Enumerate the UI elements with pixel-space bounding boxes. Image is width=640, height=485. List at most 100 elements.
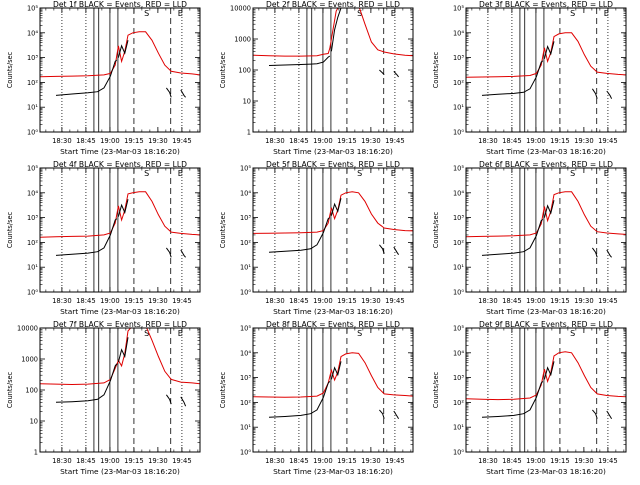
y-axis-label: Counts/sec: [432, 211, 440, 248]
y-tick-label: 1000: [21, 356, 38, 364]
marker-label: S: [144, 329, 149, 338]
series-black-segment: [268, 217, 331, 253]
y-tick-label: 10¹: [27, 264, 38, 272]
y-tick-label: 10⁰: [27, 129, 38, 137]
y-tick-label: 1: [34, 449, 38, 457]
x-tick-label: 18:30: [52, 297, 72, 305]
x-tick-label: 19:15: [124, 297, 144, 305]
plot-frame: [39, 167, 201, 293]
y-tick-label: 10⁴: [27, 29, 38, 37]
y-axis-label: Counts/sec: [432, 51, 440, 88]
marker-label: S: [357, 9, 362, 18]
marker-label: E: [391, 329, 396, 338]
x-axis-label: Start Time (23-Mar-03 18:16:20): [60, 307, 180, 316]
x-tick-label: 19:15: [550, 137, 570, 145]
marker-label: S: [570, 329, 575, 338]
y-tick-label: 10⁰: [240, 289, 251, 297]
marker-label: S: [570, 169, 575, 178]
series-black-segment: [606, 410, 613, 419]
y-axis-label: Counts/sec: [6, 371, 14, 408]
x-tick-label: 19:15: [124, 457, 144, 465]
series-black-segment: [268, 381, 331, 418]
plot-frame: [252, 7, 414, 133]
series-black-segment: [330, 361, 342, 380]
y-tick-label: 10³: [240, 374, 251, 382]
series-black-segment: [393, 246, 400, 255]
x-axis-label: Start Time (23-Mar-03 18:16:20): [273, 307, 393, 316]
plot-frame: [465, 327, 627, 453]
series-black-segment: [606, 90, 613, 99]
series-black-segment: [379, 69, 385, 76]
x-tick-label: 19:45: [172, 297, 192, 305]
marker-label: E: [604, 329, 609, 338]
marker-label: E: [391, 169, 396, 178]
x-tick-label: 18:45: [502, 137, 522, 145]
series-black-segment: [117, 40, 129, 58]
marker-label: E: [604, 169, 609, 178]
x-axis-label: Start Time (23-Mar-03 18:16:20): [486, 147, 606, 156]
x-tick-label: 19:15: [550, 457, 570, 465]
x-tick-label: 19:00: [526, 297, 546, 305]
x-tick-label: 19:00: [100, 457, 120, 465]
x-axis-label: Start Time (23-Mar-03 18:16:20): [486, 307, 606, 316]
y-tick-label: 10⁴: [27, 189, 38, 197]
x-tick-label: 19:00: [526, 457, 546, 465]
marker-label: E: [391, 9, 396, 18]
detector-panel: Det 9f BLACK = Events, RED = LLD Start Ti…: [432, 320, 627, 476]
series-red-line: [466, 191, 626, 238]
x-tick-label: 18:45: [289, 457, 309, 465]
x-tick-label: 18:45: [289, 137, 309, 145]
series-black-segment: [55, 363, 118, 403]
series-black-segment: [393, 410, 400, 419]
x-tick-label: 18:30: [265, 297, 285, 305]
x-tick-label: 19:30: [148, 137, 168, 145]
y-tick-label: 10³: [453, 374, 464, 382]
series-black-segment: [180, 89, 186, 98]
x-tick-label: 18:30: [52, 137, 72, 145]
detector-panel: Det 6f BLACK = Events, RED = LLD Start Ti…: [432, 160, 627, 316]
y-tick-label: 10²: [240, 239, 251, 247]
marker-label: S: [357, 329, 362, 338]
plot-frame: [39, 7, 201, 133]
y-tick-label: 10000: [230, 5, 251, 13]
panel-title: Det 4f BLACK = Events, RED = LLD: [53, 160, 187, 169]
x-tick-label: 18:45: [502, 297, 522, 305]
series-red-line: [253, 352, 413, 398]
marker-label: E: [178, 329, 183, 338]
series-black-segment: [591, 247, 598, 258]
y-tick-label: 10⁴: [240, 349, 251, 357]
x-axis-label: Start Time (23-Mar-03 18:16:20): [60, 147, 180, 156]
y-tick-label: 10⁴: [453, 29, 464, 37]
x-tick-label: 19:45: [598, 137, 618, 145]
x-tick-label: 19:30: [574, 457, 594, 465]
series-black-segment: [55, 218, 118, 256]
series-red-line: [466, 351, 626, 401]
series-black-segment: [481, 219, 544, 256]
x-tick-label: 19:00: [100, 137, 120, 145]
y-tick-label: 10⁰: [453, 129, 464, 137]
x-axis-label: Start Time (23-Mar-03 18:16:20): [273, 147, 393, 156]
y-tick-label: 100: [25, 387, 38, 395]
x-axis-label: Start Time (23-Mar-03 18:16:20): [273, 467, 393, 476]
x-tick-label: 18:45: [76, 297, 96, 305]
x-tick-label: 19:15: [124, 137, 144, 145]
series-black-segment: [330, 8, 342, 52]
x-tick-label: 18:30: [478, 297, 498, 305]
x-axis-label: Start Time (23-Mar-03 18:16:20): [486, 467, 606, 476]
y-tick-label: 10⁵: [240, 165, 251, 173]
x-tick-label: 19:30: [148, 457, 168, 465]
detector-panel: Det 7f BLACK = Events, RED = LLD Start Ti…: [6, 320, 201, 476]
marker-label: E: [178, 9, 183, 18]
series-black-segment: [606, 249, 612, 258]
panel-title: Det 9f BLACK = Events, RED = LLD: [479, 320, 613, 329]
y-tick-label: 10: [30, 418, 38, 426]
plot-frame: [39, 327, 201, 453]
series-black-segment: [393, 71, 399, 78]
series-black-segment: [165, 87, 172, 98]
x-tick-label: 19:15: [550, 297, 570, 305]
plot-frame: [465, 167, 627, 293]
series-black-segment: [117, 199, 129, 217]
y-tick-label: 10²: [27, 239, 38, 247]
x-tick-label: 19:30: [361, 137, 381, 145]
